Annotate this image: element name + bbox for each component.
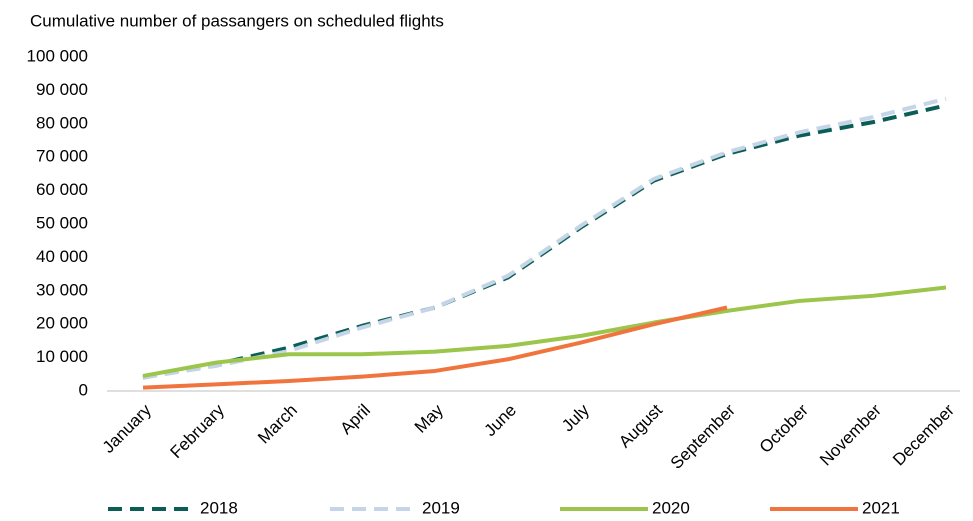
legend-label: 2018 xyxy=(200,498,238,517)
y-tick-label: 20 000 xyxy=(36,314,88,333)
y-tick-label: 90 000 xyxy=(36,80,88,99)
x-tick-label: June xyxy=(480,401,520,441)
series-line xyxy=(142,305,728,390)
x-tick-label: May xyxy=(411,400,447,436)
x-tick-label: July xyxy=(558,400,593,435)
y-tick-label: 80 000 xyxy=(36,113,88,132)
x-tick-label: March xyxy=(254,401,301,448)
x-tick-label: February xyxy=(166,400,228,462)
x-tick-label: December xyxy=(889,400,958,469)
x-tick-label: September xyxy=(667,400,739,472)
series-line xyxy=(142,103,947,380)
legend-label: 2021 xyxy=(862,498,900,517)
x-tick-label: November xyxy=(816,400,885,469)
x-tick-label: April xyxy=(337,401,374,438)
series-line xyxy=(142,285,947,378)
series-line xyxy=(142,96,947,380)
legend-label: 2019 xyxy=(422,498,460,517)
y-tick-label: 100 000 xyxy=(27,46,88,65)
chart-title: Cumulative number of passangers on sched… xyxy=(30,11,444,30)
y-tick-label: 60 000 xyxy=(36,180,88,199)
y-tick-label: 70 000 xyxy=(36,147,88,166)
y-tick-label: 50 000 xyxy=(36,213,88,232)
y-tick-label: 30 000 xyxy=(36,280,88,299)
y-tick-label: 0 xyxy=(79,380,88,399)
y-tick-label: 40 000 xyxy=(36,247,88,266)
legend-label: 2020 xyxy=(652,498,690,517)
x-tick-label: October xyxy=(756,400,812,456)
y-tick-label: 10 000 xyxy=(36,347,88,366)
x-tick-label: January xyxy=(99,400,156,457)
x-tick-label: August xyxy=(615,400,666,451)
